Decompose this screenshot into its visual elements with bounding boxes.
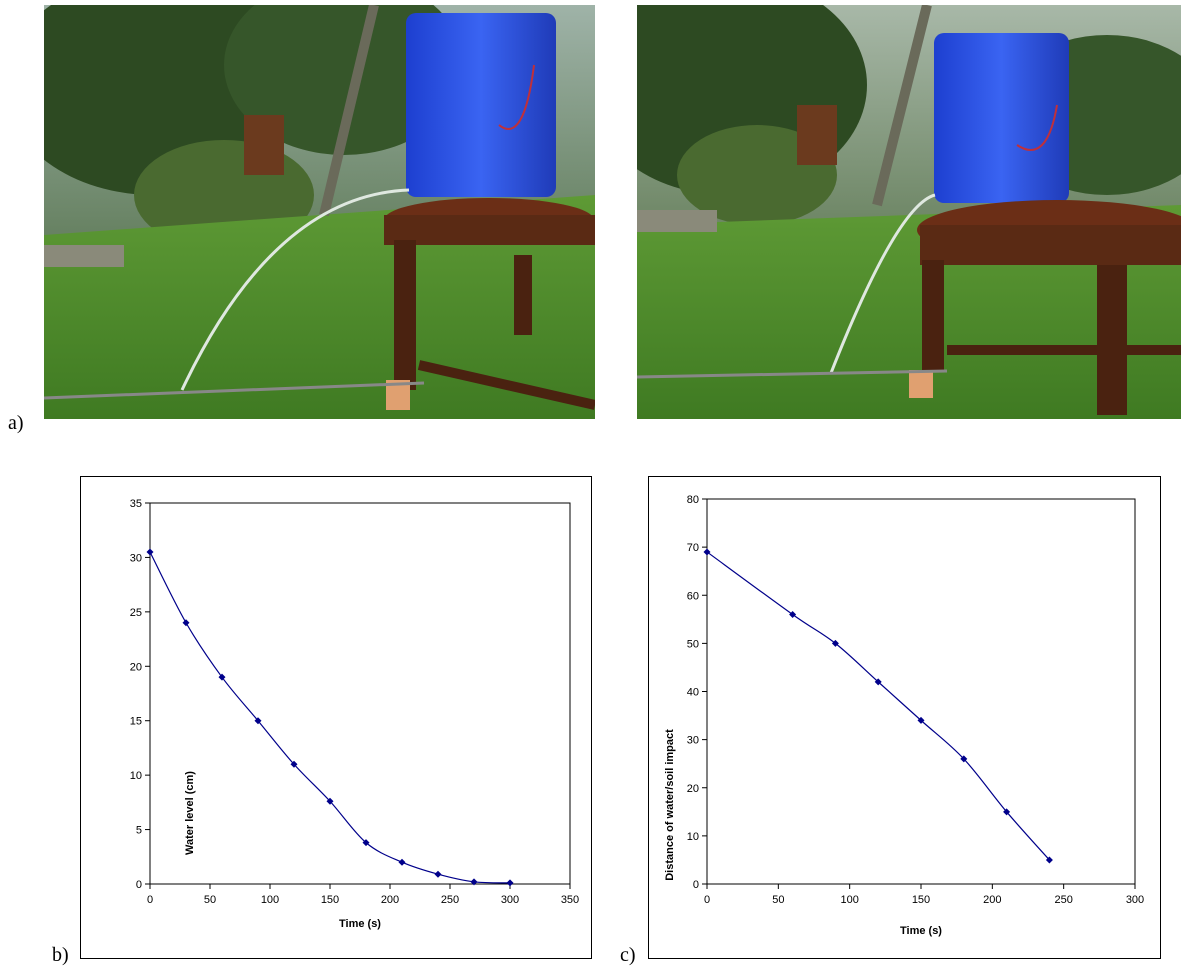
photo-left (44, 5, 595, 419)
data-point (434, 870, 442, 878)
data-point (218, 673, 226, 681)
data-point (146, 548, 154, 556)
x-tick-label: 150 (912, 894, 930, 906)
data-point (703, 548, 711, 556)
chart-impact-distance-svg: Distance of water/soil impact Time (s) 0… (664, 494, 1144, 937)
series-line (149, 551, 511, 884)
x-tick-label: 250 (441, 894, 459, 906)
y-tick-label: 0 (136, 879, 142, 891)
x-tick-label: 0 (704, 894, 710, 906)
data-point (398, 858, 406, 866)
data-point (470, 878, 478, 886)
data-point (1003, 808, 1011, 816)
x-tick-label: 300 (1126, 894, 1144, 906)
data-point (254, 717, 262, 725)
x-tick-label: 150 (321, 894, 339, 906)
y-axis-title: Distance of water/soil impact (664, 729, 676, 881)
data-point (1045, 856, 1053, 864)
x-tick-label: 100 (261, 894, 279, 906)
chart-impact-distance: Distance of water/soil impact Time (s) 0… (648, 476, 1161, 959)
x-tick-label: 200 (983, 894, 1001, 906)
y-tick-label: 20 (687, 783, 699, 795)
y-tick-label: 60 (687, 590, 699, 602)
data-point (917, 716, 925, 724)
data-point (182, 619, 190, 627)
x-tick-label: 250 (1054, 894, 1072, 906)
x-axis-title: Time (s) (339, 918, 381, 930)
x-tick-label: 200 (381, 894, 399, 906)
panel-label-a: a) (8, 412, 24, 434)
data-point (831, 639, 839, 647)
y-tick-label: 70 (687, 542, 699, 554)
x-tick-label: 300 (501, 894, 519, 906)
data-point (290, 760, 298, 768)
chart-water-level-svg: Water level (cm) Time (s) 0 5 10 15 20 25 30 35… (130, 498, 579, 930)
x-tick-label: 0 (147, 894, 153, 906)
y-axis-title: Water level (cm) (184, 771, 196, 855)
panel-label-b: b) (52, 944, 69, 966)
y-tick-label: 10 (130, 770, 142, 782)
x-axis-title: Time (s) (900, 925, 942, 937)
y-tick-label: 5 (136, 825, 142, 837)
y-tick-label: 15 (130, 716, 142, 728)
y-tick-label: 10 (687, 831, 699, 843)
y-tick-label: 50 (687, 638, 699, 650)
y-tick-label: 40 (687, 687, 699, 699)
plot-area (149, 502, 571, 885)
data-point (789, 611, 797, 618)
data-point (874, 678, 882, 686)
data-point (506, 879, 514, 887)
x-tick-label: 100 (840, 894, 858, 906)
x-tick-label: 50 (772, 894, 784, 906)
y-tick-label: 80 (687, 494, 699, 506)
series-line (706, 551, 1050, 861)
x-tick-label: 50 (204, 894, 216, 906)
data-point (960, 755, 968, 763)
panel-label-c: c) (620, 944, 636, 966)
chart-water-level: Water level (cm) Time (s) 0 5 10 15 20 25 30 35… (80, 476, 592, 959)
data-point (362, 839, 370, 847)
y-tick-label: 30 (687, 735, 699, 747)
y-tick-label: 25 (130, 607, 142, 619)
y-tick-label: 30 (130, 552, 142, 564)
y-tick-label: 0 (693, 879, 699, 891)
y-tick-label: 35 (130, 498, 142, 510)
x-tick-label: 350 (561, 894, 579, 906)
plot-area (706, 498, 1136, 885)
y-tick-label: 20 (130, 661, 142, 673)
photo-right (637, 5, 1181, 419)
data-point (326, 797, 334, 805)
